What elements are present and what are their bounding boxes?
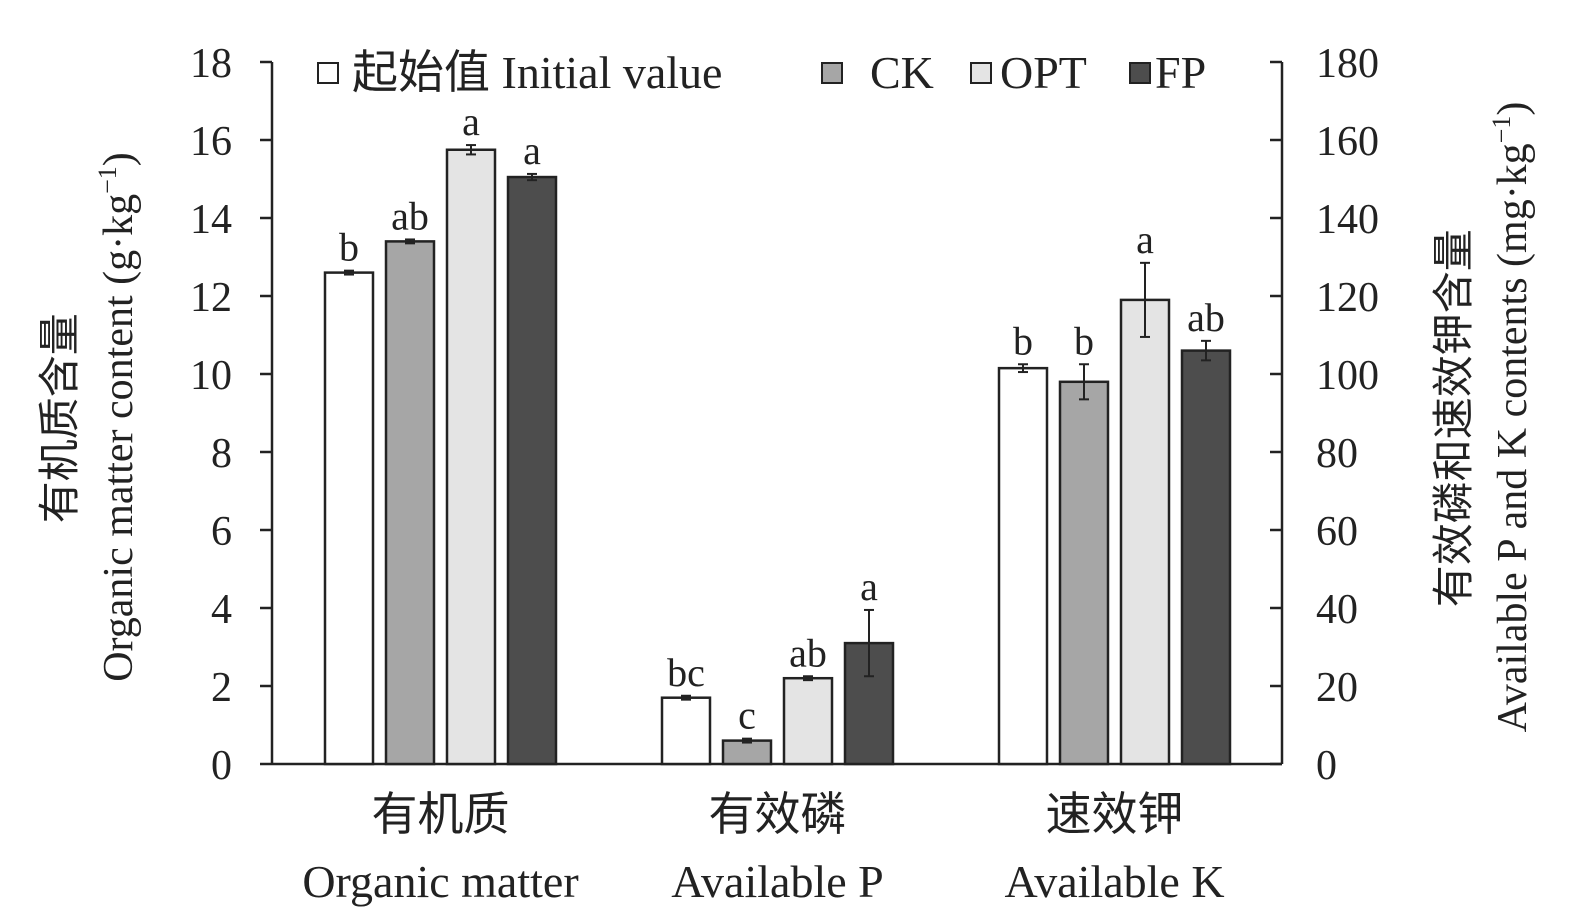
bar	[323, 271, 375, 766]
left-tick-label: 0	[211, 743, 232, 789]
left-axis-title-end: )	[96, 152, 142, 166]
category-label-en: Available K	[1004, 856, 1224, 907]
bar	[660, 696, 712, 766]
significance-label: ab	[391, 193, 429, 238]
legend-label-opt: OPT	[1000, 47, 1087, 98]
legend-label-initial: 起始值 Initial value	[352, 47, 722, 98]
left-tick-label: 18	[190, 41, 232, 87]
right-tick-label: 20	[1316, 665, 1358, 711]
significance-label: a	[1136, 217, 1154, 262]
legend-swatch-ck	[821, 62, 843, 84]
bar	[384, 240, 436, 766]
right-tick-label: 60	[1316, 509, 1358, 555]
plot-frame	[270, 62, 1284, 766]
bar	[506, 175, 558, 766]
significance-label: b	[1074, 318, 1094, 363]
category-label-zh: 有效磷	[709, 789, 847, 840]
right-tick-label: 120	[1316, 275, 1379, 321]
bar	[782, 676, 834, 766]
right-tick-label: 140	[1316, 197, 1379, 243]
right-axis-title: 有效磷和速效钾含量 Available P and K contents (mg…	[1432, 102, 1536, 733]
legend-swatch-initial	[317, 62, 339, 84]
significance-label: bc	[667, 650, 705, 695]
bar	[445, 148, 497, 766]
legend: 起始值 Initial value CK OPT FP	[317, 47, 1206, 98]
significance-label: ab	[1187, 295, 1225, 340]
category-label-zh: 速效钾	[1046, 789, 1184, 840]
right-tick-label: 180	[1316, 41, 1379, 87]
right-axis-title-end: )	[1490, 102, 1536, 116]
right-tick-label: 160	[1316, 119, 1379, 165]
right-tick-label: 100	[1316, 353, 1379, 399]
significance-label: b	[339, 225, 359, 270]
bar	[1058, 380, 1110, 766]
significance-label: b	[1013, 318, 1033, 363]
left-axis-ticks: 0 2 4 6 8 10 12 14 16 18	[190, 41, 272, 789]
right-axis-title-sup: −1	[1487, 116, 1516, 144]
significance-label: a	[523, 128, 541, 173]
legend-label-fp: FP	[1155, 47, 1206, 98]
left-axis-title-zh: 有机质含量	[38, 313, 84, 523]
legend-swatch-fp	[1129, 62, 1151, 84]
right-tick-label: 40	[1316, 587, 1358, 633]
legend-swatch-opt	[970, 62, 992, 84]
bar	[1180, 349, 1232, 766]
bar	[721, 739, 773, 766]
right-axis-ticks: 0 20 40 60 80 100 120 140 160 180	[1270, 41, 1379, 789]
right-tick-label: 0	[1316, 743, 1337, 789]
left-axis-title-en: Organic matter content (g·kg	[96, 194, 142, 682]
significance-label: c	[738, 693, 756, 738]
left-tick-label: 4	[211, 587, 232, 633]
left-axis-title-sup: −1	[93, 166, 122, 194]
left-tick-label: 16	[190, 119, 232, 165]
right-axis-title-zh: 有效磷和速效钾含量	[1432, 229, 1478, 607]
bar	[1119, 298, 1171, 766]
left-axis-title: 有机质含量 Organic matter content (g·kg−1)	[38, 152, 142, 682]
legend-label-ck: CK	[870, 47, 934, 98]
left-tick-label: 12	[190, 275, 232, 321]
bar	[997, 366, 1049, 766]
category-label-zh: 有机质	[372, 789, 510, 840]
significance-label: ab	[789, 630, 827, 675]
significance-label: a	[462, 99, 480, 144]
left-tick-label: 14	[190, 197, 232, 243]
right-axis-title-en: Available P and K contents (mg·kg	[1490, 143, 1536, 732]
category-labels: 有机质 Organic matter 有效磷 Available P 速效钾 Availa…	[302, 789, 1224, 907]
right-tick-label: 80	[1316, 431, 1358, 477]
category-label-en: Organic matter	[302, 856, 578, 907]
left-tick-label: 6	[211, 509, 232, 555]
left-tick-label: 2	[211, 665, 232, 711]
category-label-en: Available P	[671, 856, 883, 907]
left-tick-label: 8	[211, 431, 232, 477]
significance-label: a	[860, 564, 878, 609]
left-tick-label: 10	[190, 353, 232, 399]
